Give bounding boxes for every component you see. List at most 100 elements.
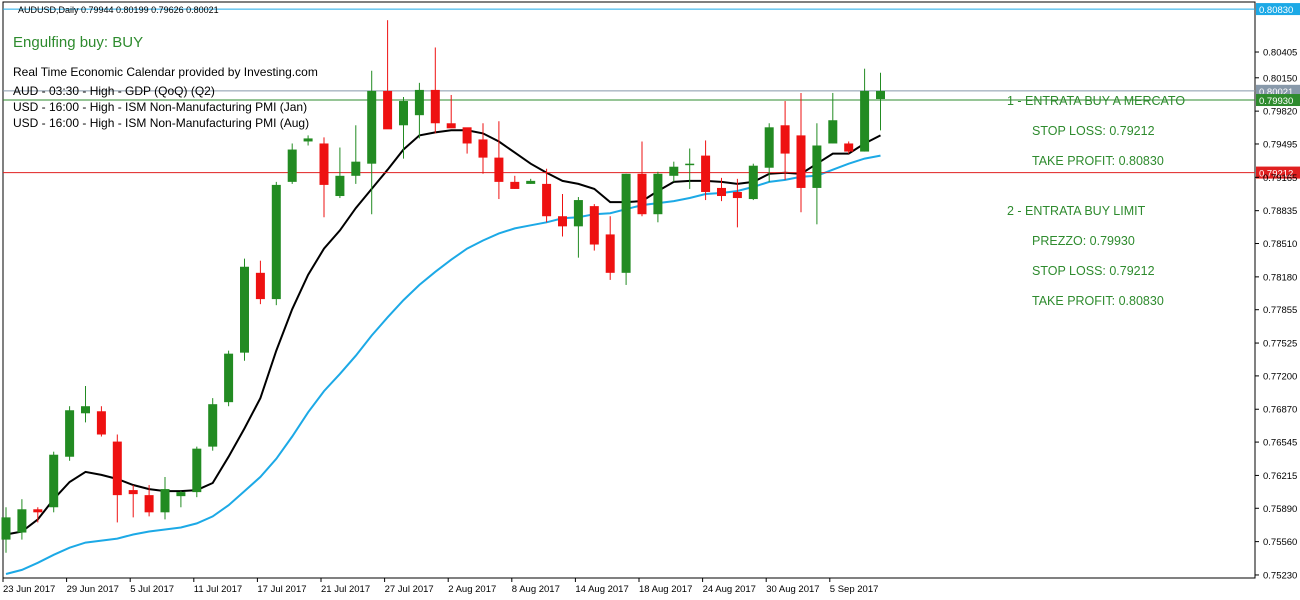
candles <box>1 20 885 553</box>
candle <box>128 485 138 518</box>
candle-body <box>224 353 234 403</box>
entry2-price: PREZZO: 0.79930 <box>1032 234 1135 248</box>
candle-body <box>685 163 695 166</box>
y-tick-label: 0.75890 <box>1263 504 1297 515</box>
candle-body <box>621 173 631 273</box>
candle-body <box>542 183 552 217</box>
candle <box>717 177 726 202</box>
candle-body <box>287 149 297 182</box>
x-tick-label: 27 Jul 2017 <box>385 584 434 595</box>
y-tick-label: 0.77855 <box>1263 305 1297 316</box>
candle <box>33 507 43 523</box>
candle-body <box>414 89 424 116</box>
y-tick-label: 0.77200 <box>1263 371 1297 382</box>
candle-body <box>351 161 361 176</box>
candle-body <box>255 272 265 300</box>
price-tag <box>1256 166 1300 179</box>
candle-body <box>49 454 59 508</box>
price-tag-label: 0.79212 <box>1259 169 1293 180</box>
y-tick-label: 0.78180 <box>1263 272 1297 283</box>
entry1-take-profit: TAKE PROFIT: 0.80830 <box>1032 154 1164 168</box>
y-tick-label: 0.80405 <box>1263 48 1297 59</box>
signal-label: Engulfing buy: BUY <box>13 34 144 51</box>
candle <box>637 141 647 217</box>
y-tick-label: 0.79165 <box>1263 173 1297 184</box>
x-tick-label: 5 Sep 2017 <box>830 584 879 595</box>
candle-body <box>462 127 472 144</box>
candle <box>796 92 806 213</box>
candle <box>732 178 742 228</box>
candle <box>876 72 885 131</box>
candle <box>112 434 122 523</box>
candle-body <box>192 448 202 493</box>
x-tick-label: 30 Aug 2017 <box>766 584 819 595</box>
x-tick-label: 8 Aug 2017 <box>512 584 560 595</box>
candle-body <box>796 135 806 188</box>
candle-body <box>764 127 774 168</box>
candle <box>558 194 567 237</box>
candle-body <box>669 166 679 176</box>
candle-body <box>144 495 154 513</box>
x-tick-label: 2 Aug 2017 <box>448 584 496 595</box>
candle-body <box>303 138 313 142</box>
candle-body <box>96 411 106 435</box>
candle-body <box>335 175 345 197</box>
entry1-stop-loss: STOP LOSS: 0.79212 <box>1032 124 1155 138</box>
candle-body <box>701 155 711 192</box>
x-tick-label: 11 Jul 2017 <box>194 584 242 595</box>
candle <box>462 127 472 154</box>
candle <box>605 216 615 280</box>
candle <box>240 258 249 361</box>
candle-body <box>176 492 186 497</box>
candle-body <box>717 187 726 197</box>
candle <box>526 178 536 184</box>
candle-body <box>637 173 647 215</box>
candle-body <box>240 266 249 353</box>
candle-body <box>573 200 583 227</box>
candle <box>430 47 440 134</box>
y-tick-label: 0.76545 <box>1263 438 1297 449</box>
price-tag <box>1256 94 1300 107</box>
candle <box>494 121 504 200</box>
price-tag <box>1256 3 1300 16</box>
x-tick-label: 21 Jul 2017 <box>321 584 370 595</box>
x-tick-label: 17 Jul 2017 <box>257 584 306 595</box>
candle <box>255 260 265 305</box>
candle-body <box>605 234 615 273</box>
candle <box>65 406 75 461</box>
candle <box>192 446 202 498</box>
candle <box>446 94 456 129</box>
chart-frame <box>2 1 1256 579</box>
time-axis: 23 Jun 2017 29 Jun 2017 5 Jul 2017 11 Jul 2… <box>2 578 879 595</box>
candle <box>764 123 774 182</box>
candle <box>176 491 186 508</box>
candle-body <box>81 406 90 414</box>
candle-body <box>128 490 138 495</box>
candle <box>685 148 695 189</box>
x-tick-label: 14 Aug 2017 <box>575 584 628 595</box>
candle <box>478 123 488 174</box>
price-tag-label: 0.80021 <box>1259 87 1293 98</box>
y-tick-label: 0.80150 <box>1263 73 1297 84</box>
candle <box>1 507 11 553</box>
candle <box>510 175 520 189</box>
y-tick-label: 0.76215 <box>1263 471 1297 482</box>
candle-body <box>589 206 599 245</box>
x-tick-label: 18 Aug 2017 <box>639 584 692 595</box>
candle <box>669 161 679 182</box>
candle <box>351 125 361 184</box>
candle <box>844 141 854 154</box>
candle <box>860 68 870 152</box>
moving-average-line <box>5 129 881 536</box>
candle-body <box>446 123 456 129</box>
candle <box>780 101 790 180</box>
y-tick-label: 0.76870 <box>1263 405 1297 416</box>
calendar-event: USD - 16:00 - High - ISM Non-Manufacturi… <box>13 100 308 114</box>
candle-body <box>494 157 504 182</box>
candle <box>303 135 313 146</box>
plot-border <box>2 1 1256 579</box>
calendar-event: USD - 16:00 - High - ISM Non-Manufacturi… <box>13 116 310 130</box>
candle-body <box>430 89 440 124</box>
entry1-title: 1 - ENTRATA BUY A MERCATO <box>1007 94 1186 108</box>
